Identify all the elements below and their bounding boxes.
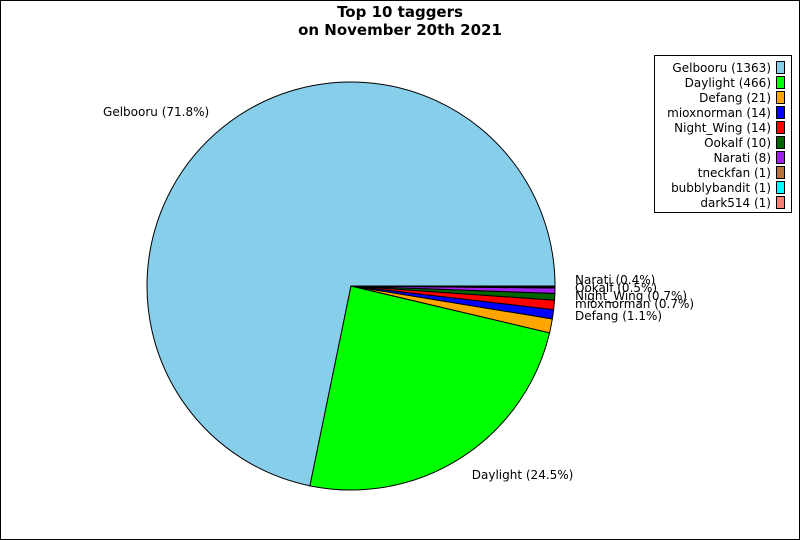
legend-item: Narati (8) <box>714 150 785 165</box>
legend-swatch <box>776 61 785 74</box>
chart-title-line1: Top 10 taggers <box>337 3 463 21</box>
legend-item: Defang (21) <box>699 90 785 105</box>
legend-label: Gelbooru (1363) <box>672 60 771 75</box>
pie-label-defang: Defang (1.1%) <box>575 309 662 323</box>
legend-label: mioxnorman (14) <box>667 105 771 120</box>
legend-label: tneckfan (1) <box>697 165 771 180</box>
legend-item: Gelbooru (1363) <box>672 60 785 75</box>
legend-item: mioxnorman (14) <box>667 105 785 120</box>
pie-label-night-wing: Night_Wing (0.7%) <box>575 289 687 303</box>
legend-label: dark514 (1) <box>700 195 771 210</box>
legend-item: tneckfan (1) <box>698 165 785 180</box>
legend-swatch <box>776 136 785 149</box>
pie-slice-daylight <box>309 285 551 491</box>
legend-label: Night_Wing (14) <box>674 120 771 135</box>
legend-swatch <box>776 166 785 179</box>
legend-swatch <box>776 196 785 209</box>
pie-label-ookalf: Ookalf (0.5%) <box>575 281 657 295</box>
legend-swatch <box>776 151 785 164</box>
pie-label-mioxnorman: mioxnorman (0.7%) <box>575 297 694 311</box>
pie-label-narati: Narati (0.4%) <box>575 273 655 287</box>
legend-label: Ookalf (10) <box>704 135 771 150</box>
legend-label: Daylight (466) <box>684 75 771 90</box>
legend-item: dark514 (1) <box>700 195 785 210</box>
pie-labels: Gelbooru (71.8%) Daylight (24.5%) Defang (… <box>103 105 694 482</box>
legend-label: bubblybandit (1) <box>671 180 771 195</box>
legend-swatch <box>776 76 785 89</box>
legend-swatch <box>776 106 785 119</box>
legend-item: Ookalf (10) <box>704 135 785 150</box>
legend-swatch <box>776 121 785 134</box>
pie-label-gelbooru: Gelbooru (71.8%) <box>103 105 209 119</box>
legend-item: bubblybandit (1) <box>671 180 785 195</box>
legend-label: Defang (21) <box>699 90 771 105</box>
chart-subtitle: on November 20th 2021 <box>298 21 502 39</box>
legend-swatch <box>776 91 785 104</box>
pie-slice-dark514 <box>350 285 556 288</box>
legend: Gelbooru (1363) Daylight (466) Defang (21)… <box>654 55 792 213</box>
legend-item: Daylight (466) <box>685 75 785 90</box>
legend-label: Narati (8) <box>713 150 771 165</box>
pie-slice-gelbooru <box>146 81 556 487</box>
pie-label-daylight: Daylight (24.5%) <box>472 468 574 482</box>
legend-swatch <box>776 181 785 194</box>
chart-title: Top 10 taggers on November 20th 2021 <box>1 3 799 39</box>
pie-slices <box>146 81 556 491</box>
legend-item: Night_Wing (14) <box>674 120 785 135</box>
